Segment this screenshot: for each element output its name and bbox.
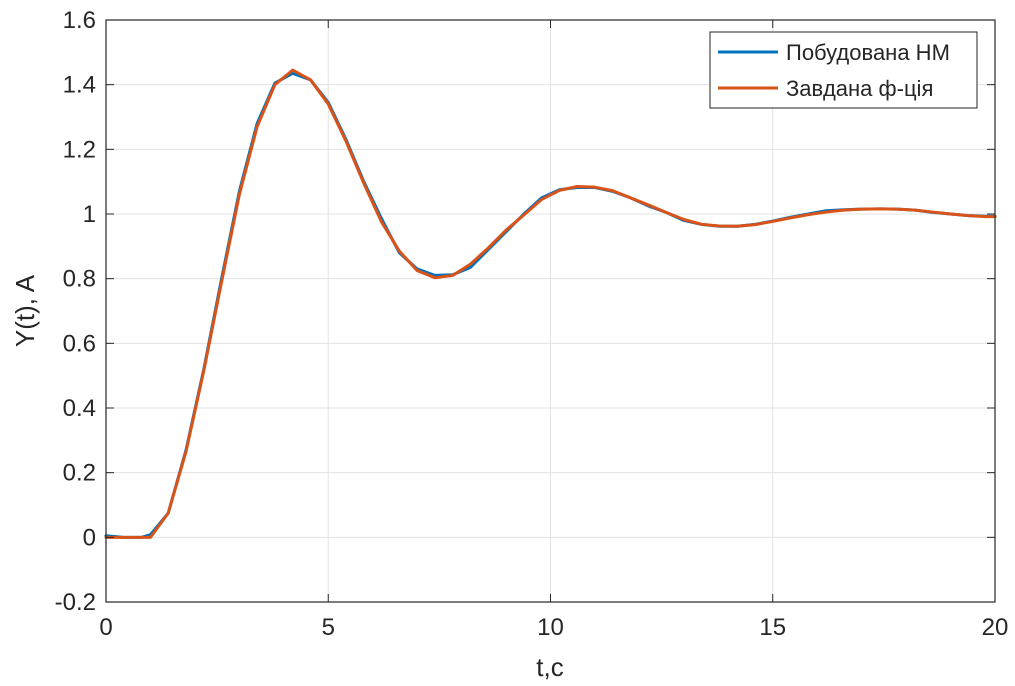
x-tick-label: 10 xyxy=(537,614,564,641)
axis-ticks: 0 5 10 15 20-0.200.20.40.60.811.21.41.6 xyxy=(55,7,1009,641)
y-tick-label: 0.8 xyxy=(63,266,96,293)
y-tick-label: -0.2 xyxy=(55,589,96,616)
x-tick-label: 5 xyxy=(322,614,335,641)
legend-label-series-2: Завдана ф-ція xyxy=(786,76,933,101)
y-tick-label: 1.4 xyxy=(63,72,96,99)
y-axis-label: Y(t), A xyxy=(10,274,40,347)
y-tick-label: 0.2 xyxy=(63,460,96,487)
legend: Побудована НМ Завдана ф-ція xyxy=(709,31,978,109)
y-tick-label: 1.6 xyxy=(63,7,96,34)
series-lines xyxy=(104,68,997,539)
legend-label-series-1: Побудована НМ xyxy=(786,40,950,65)
y-tick-label: 1.2 xyxy=(63,136,96,163)
x-tick-label: 15 xyxy=(759,614,786,641)
y-tick-label: 1 xyxy=(83,201,96,228)
x-axis-label: t,c xyxy=(536,652,563,682)
x-tick-label: 0 xyxy=(99,614,112,641)
x-tick-label: 20 xyxy=(982,614,1009,641)
y-tick-label: 0.4 xyxy=(63,395,96,422)
y-tick-label: 0.6 xyxy=(63,330,96,357)
series-line-2 xyxy=(104,68,997,539)
y-tick-label: 0 xyxy=(83,524,96,551)
legend-box xyxy=(709,31,978,109)
